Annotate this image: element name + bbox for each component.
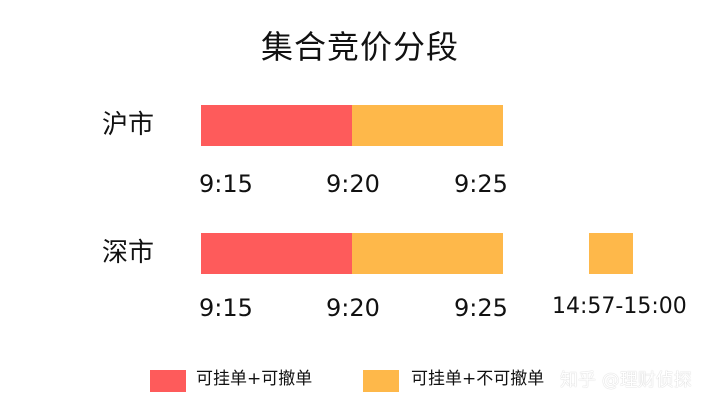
sh-bar-segment-orange	[352, 105, 503, 146]
legend-label-cancelable: 可挂单+可撤单	[196, 369, 313, 389]
sz-bar-segment-red	[201, 233, 352, 274]
sh-tick-920: 9:20	[326, 170, 380, 198]
diagram-title: 集合竞价分段	[260, 28, 459, 66]
legend-label-noncancelable: 可挂单+不可撤单	[411, 369, 545, 389]
sz-tick-915: 9:15	[199, 294, 253, 322]
sh-bar-segment-red	[201, 105, 352, 146]
sz-tick-925: 9:25	[454, 294, 508, 322]
row-label-sz: 深市	[102, 238, 155, 268]
sh-tick-925: 9:25	[454, 170, 508, 198]
legend-swatch-orange	[363, 370, 399, 392]
sz-tick-920: 9:20	[326, 294, 380, 322]
sz-tick-close-auction: 14:57-15:00	[552, 294, 687, 319]
legend-swatch-red	[150, 370, 186, 392]
sh-tick-915: 9:15	[199, 170, 253, 198]
sz-bar-segment-orange	[352, 233, 503, 274]
watermark: 知乎 @理财侦探	[560, 370, 692, 391]
row-label-sh: 沪市	[102, 110, 155, 140]
sz-bar-segment-closing	[589, 233, 633, 274]
